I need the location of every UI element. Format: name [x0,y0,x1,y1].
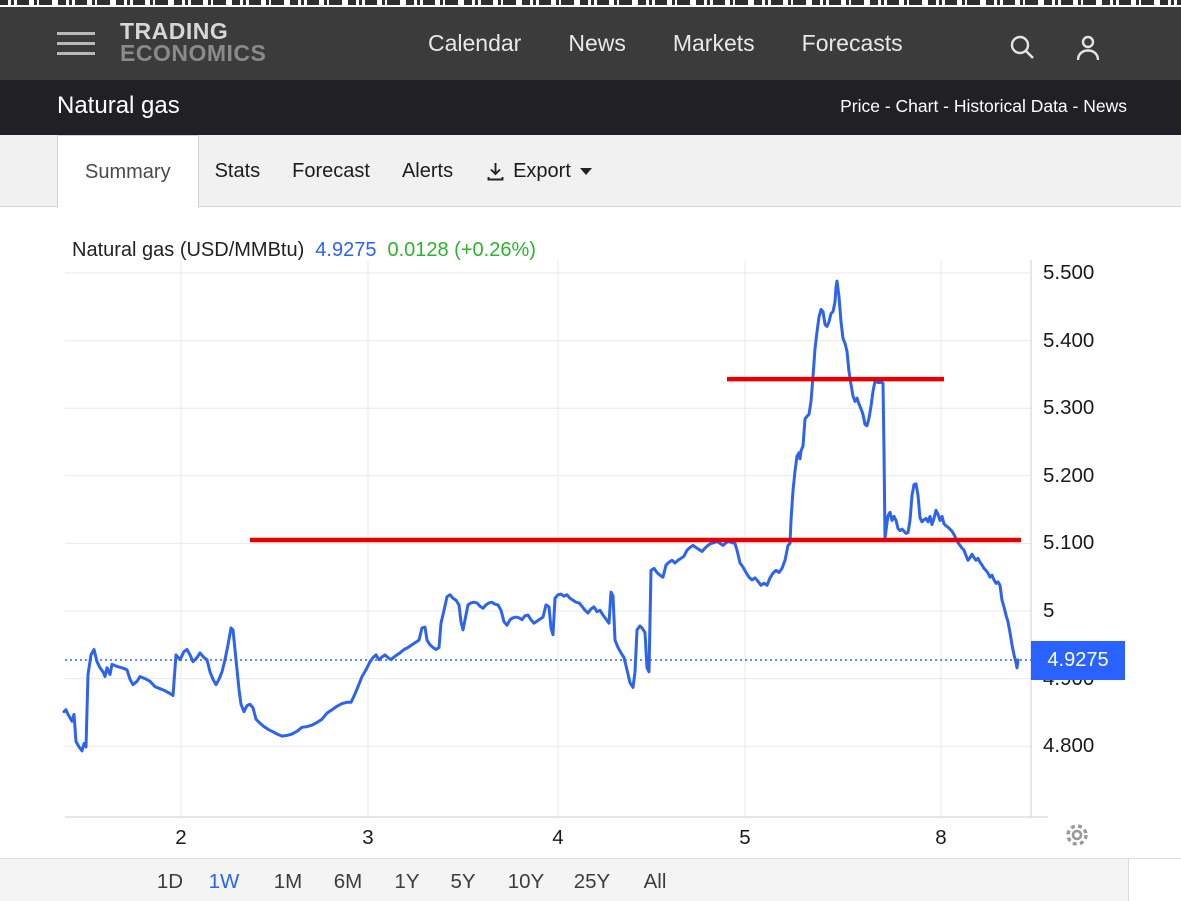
x-axis-label-8: 8 [935,826,947,849]
tab-label: Export [513,160,571,182]
tab-label: Alerts [401,160,454,182]
y-axis-label-5.100: 5.100 [1043,531,1095,555]
tab-bar: Summary Stats Forecast Alerts Export [0,135,1181,208]
chart-header: Natural gas (USD/MMBtu) 4.9275 0.0128 (+… [72,239,536,262]
top-header-bar: TRADING ECONOMICS Calendar News Markets For… [0,7,1181,80]
link-separator: - [938,96,954,116]
title-link-price[interactable]: Price [840,96,880,116]
range-button-6m[interactable]: 6M [333,870,363,893]
title-link-historical-data[interactable]: Historical Data [953,96,1068,116]
y-axis-label-5: 5 [1043,599,1055,622]
chart-region: Natural gas (USD/MMBtu) 4.9275 0.0128 (+… [0,207,1181,858]
user-account-icon[interactable] [1073,33,1103,68]
link-separator: - [879,96,896,116]
top-nav-links: Calendar News Markets Forecasts [428,7,903,80]
clipped-text-strip [0,0,1181,7]
y-axis-label-5.200: 5.200 [1043,463,1095,487]
y-axis-label-5.300: 5.300 [1043,396,1095,420]
instrument-title-bar: Natural gas Price - Chart - Historical D… [0,80,1181,135]
tab-stats[interactable]: Stats [199,135,277,207]
nav-link-news[interactable]: News [568,30,626,56]
title-link-news[interactable]: News [1083,96,1127,116]
tab-label: Summary [85,161,171,183]
range-button-all[interactable]: All [643,870,667,893]
time-range-strip: 1D 1W 1M 6M 1Y 5Y 10Y 25Y All [0,858,1128,901]
tab-forecast[interactable]: Forecast [276,135,386,207]
x-axis-label-5: 5 [739,826,751,849]
y-axis-label-5.400: 5.400 [1043,328,1095,352]
tab-label: Forecast [292,160,370,182]
x-axis-label-3: 3 [362,826,374,849]
chart-symbol-label: Natural gas (USD/MMBtu) [72,239,305,261]
chart-price-change: 0.0128 (+0.26%) [387,239,536,261]
y-axis-label-4.800: 4.800 [1043,734,1095,758]
range-button-1m[interactable]: 1M [273,870,303,893]
range-button-1y[interactable]: 1Y [394,870,420,893]
nav-link-calendar[interactable]: Calendar [428,30,522,56]
tab-summary[interactable]: Summary [57,135,199,208]
page-title: Natural gas [57,92,180,119]
tab-label: Stats [214,160,261,182]
search-icon[interactable] [1008,33,1036,66]
title-links: Price - Chart - Historical Data - News [840,96,1127,117]
trading-economics-logo[interactable]: TRADING ECONOMICS [120,18,267,66]
current-price-badge-label: 4.9275 [1047,649,1109,671]
range-button-1w[interactable]: 1W [208,870,240,893]
range-strip-right-spacer [1128,858,1181,901]
title-link-chart[interactable]: Chart [895,96,939,116]
hamburger-menu-icon[interactable] [57,32,95,56]
price-line [62,279,1020,753]
caret-down-icon [579,167,592,175]
nav-link-markets[interactable]: Markets [672,30,755,56]
x-axis-label-4: 4 [552,826,564,849]
current-price-badge: 4.9275 [1031,641,1125,680]
price-chart-svg[interactable] [0,207,1181,858]
tab-alerts[interactable]: Alerts [386,135,469,207]
tab-export[interactable]: Export [469,135,608,207]
link-separator: - [1067,96,1084,116]
chart-settings-gear-icon[interactable] [1063,821,1091,849]
x-axis-label-2: 2 [175,826,187,849]
logo-line-1: TRADING [120,18,229,44]
range-button-1d[interactable]: 1D [156,870,184,893]
nav-link-forecasts[interactable]: Forecasts [801,30,903,56]
download-icon [485,161,506,182]
range-button-5y[interactable]: 5Y [450,870,476,893]
trend-lines [250,376,1021,543]
range-button-10y[interactable]: 10Y [507,870,545,893]
logo-line-2: ECONOMICS [120,40,267,66]
chart-last-price: 4.9275 [315,239,377,261]
y-axis-label-5.500: 5.500 [1043,261,1095,284]
range-button-25y[interactable]: 25Y [573,870,611,893]
